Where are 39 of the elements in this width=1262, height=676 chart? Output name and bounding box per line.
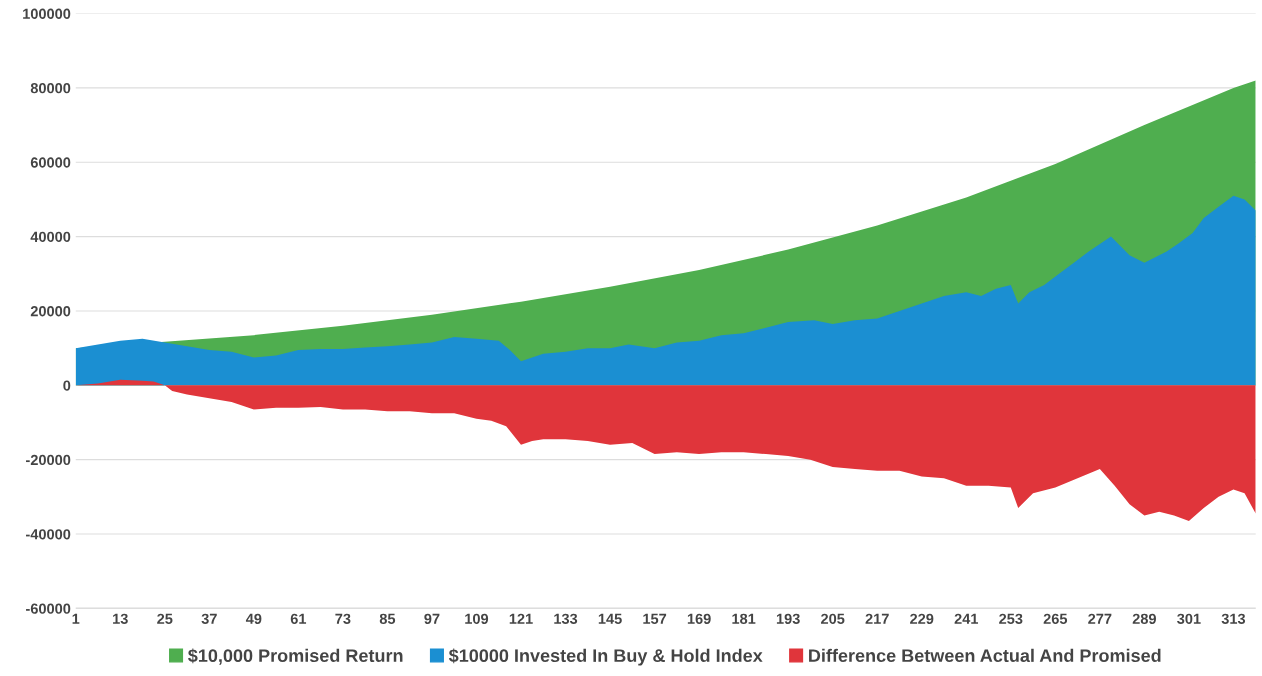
y-tick-label: -40000 [26, 529, 71, 540]
x-tick-label: 61 [290, 613, 307, 624]
x-tick-label: 313 [1221, 613, 1246, 624]
legend-label: $10,000 Promised Return [188, 648, 403, 665]
x-tick-label: 169 [687, 613, 711, 624]
x-tick-label: 181 [732, 613, 756, 624]
y-tick-label: -60000 [26, 603, 71, 614]
x-tick-label: 121 [509, 613, 533, 624]
x-tick-label: 73 [335, 613, 351, 624]
x-tick-label: 157 [643, 613, 667, 624]
y-tick-label: 100000 [23, 8, 71, 19]
y-tick-label: 40000 [30, 231, 71, 243]
x-tick-label: 133 [554, 613, 578, 624]
x-tick-label: 289 [1132, 613, 1156, 624]
y-tick-label: 20000 [30, 306, 71, 317]
y-tick-label: 80000 [30, 82, 71, 94]
y-tick-label: 0 [63, 380, 71, 391]
x-tick-label: 49 [245, 613, 262, 624]
y-tick-label: -20000 [26, 454, 71, 466]
x-tick-label: 25 [157, 613, 173, 624]
x-tick-label: 277 [1088, 613, 1112, 624]
x-tick-label: 217 [865, 613, 889, 624]
legend-label: Difference Between Actual And Promised [809, 648, 1161, 663]
x-tick-label: 13 [113, 613, 128, 624]
x-tick-label: 301 [1177, 613, 1201, 624]
x-tick-label: 205 [821, 613, 845, 624]
x-tick-label: 37 [201, 613, 217, 624]
x-tick-label: 193 [776, 613, 800, 624]
y-tick-label: 60000 [30, 157, 71, 168]
legend-label: $10000 Invested In Buy & Hold Index [448, 648, 763, 666]
x-tick-label: 85 [379, 613, 396, 624]
x-tick-label: 1 [72, 613, 80, 624]
x-tick-label: 97 [424, 613, 440, 624]
x-tick-label: 145 [598, 613, 622, 624]
x-tick-label: 109 [465, 613, 489, 624]
x-tick-label: 241 [954, 613, 979, 624]
x-tick-label: 265 [1043, 613, 1068, 624]
x-tick-label: 229 [910, 613, 934, 624]
x-tick-label: 253 [999, 613, 1023, 624]
